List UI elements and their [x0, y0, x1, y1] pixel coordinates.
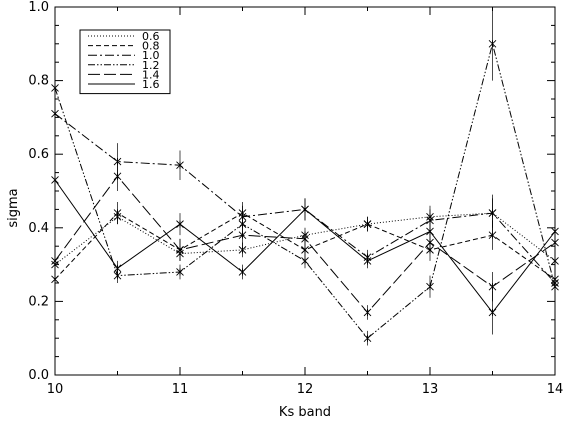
legend-label: 0.8 — [142, 40, 160, 53]
data-point — [551, 282, 559, 291]
y-tick-label: 0.4 — [28, 221, 49, 236]
data-point — [238, 231, 247, 239]
data-point — [113, 209, 122, 217]
data-point — [176, 246, 184, 254]
data-point — [488, 231, 497, 239]
legend: 0.60.81.01.21.41.6 — [79, 29, 171, 95]
data-point — [51, 257, 59, 265]
data-point — [551, 238, 559, 247]
data-point — [363, 257, 372, 265]
data-point — [426, 227, 434, 236]
series-line — [54, 212, 556, 265]
x-tick-label: 10 — [47, 382, 64, 397]
data-point — [551, 257, 559, 265]
series-1.4 — [51, 161, 559, 320]
axes: 10 11 12 13 140.00.20.40.60.81.0 — [28, 0, 563, 397]
data-point — [176, 220, 184, 228]
data-point — [363, 220, 372, 228]
series-1.6 — [51, 165, 559, 335]
data-point — [488, 282, 497, 291]
data-point — [238, 268, 247, 276]
legend-label: 1.0 — [142, 49, 160, 62]
y-tick-label: 0.6 — [28, 147, 49, 162]
legend-box — [79, 29, 171, 95]
data-point — [488, 209, 497, 217]
y-tick-label: 0.0 — [28, 368, 49, 383]
legend-label: 1.4 — [142, 68, 160, 81]
series-layer — [51, 7, 559, 346]
data-point — [488, 308, 497, 317]
y-tick-label: 0.8 — [28, 74, 49, 89]
x-tick-label: 14 — [547, 382, 564, 397]
data-point — [426, 282, 434, 291]
data-point — [301, 257, 309, 265]
data-point — [51, 84, 59, 92]
legend-label: 1.2 — [142, 59, 160, 72]
data-point — [113, 172, 122, 181]
data-point — [51, 275, 59, 284]
data-point — [238, 246, 247, 254]
x-tick-label: 12 — [297, 382, 314, 397]
data-point — [176, 268, 184, 276]
y-axis-label: sigma — [6, 188, 21, 227]
data-point — [51, 109, 59, 118]
data-point — [363, 308, 372, 317]
data-point — [301, 205, 309, 214]
data-point — [551, 227, 559, 236]
data-point — [51, 176, 59, 184]
data-point — [176, 161, 184, 170]
data-point — [363, 334, 372, 343]
legend-label: 0.6 — [142, 30, 160, 43]
x-tick-label: 13 — [422, 382, 439, 397]
legend-label: 1.6 — [142, 78, 160, 91]
y-tick-label: 1.0 — [28, 0, 49, 15]
data-point — [301, 235, 309, 243]
x-tick-label: 11 — [172, 382, 189, 397]
y-tick-label: 0.2 — [28, 294, 49, 309]
data-point — [113, 264, 122, 273]
data-point — [301, 246, 309, 254]
data-point — [488, 39, 497, 48]
x-axis-label: Ks band — [279, 405, 331, 420]
